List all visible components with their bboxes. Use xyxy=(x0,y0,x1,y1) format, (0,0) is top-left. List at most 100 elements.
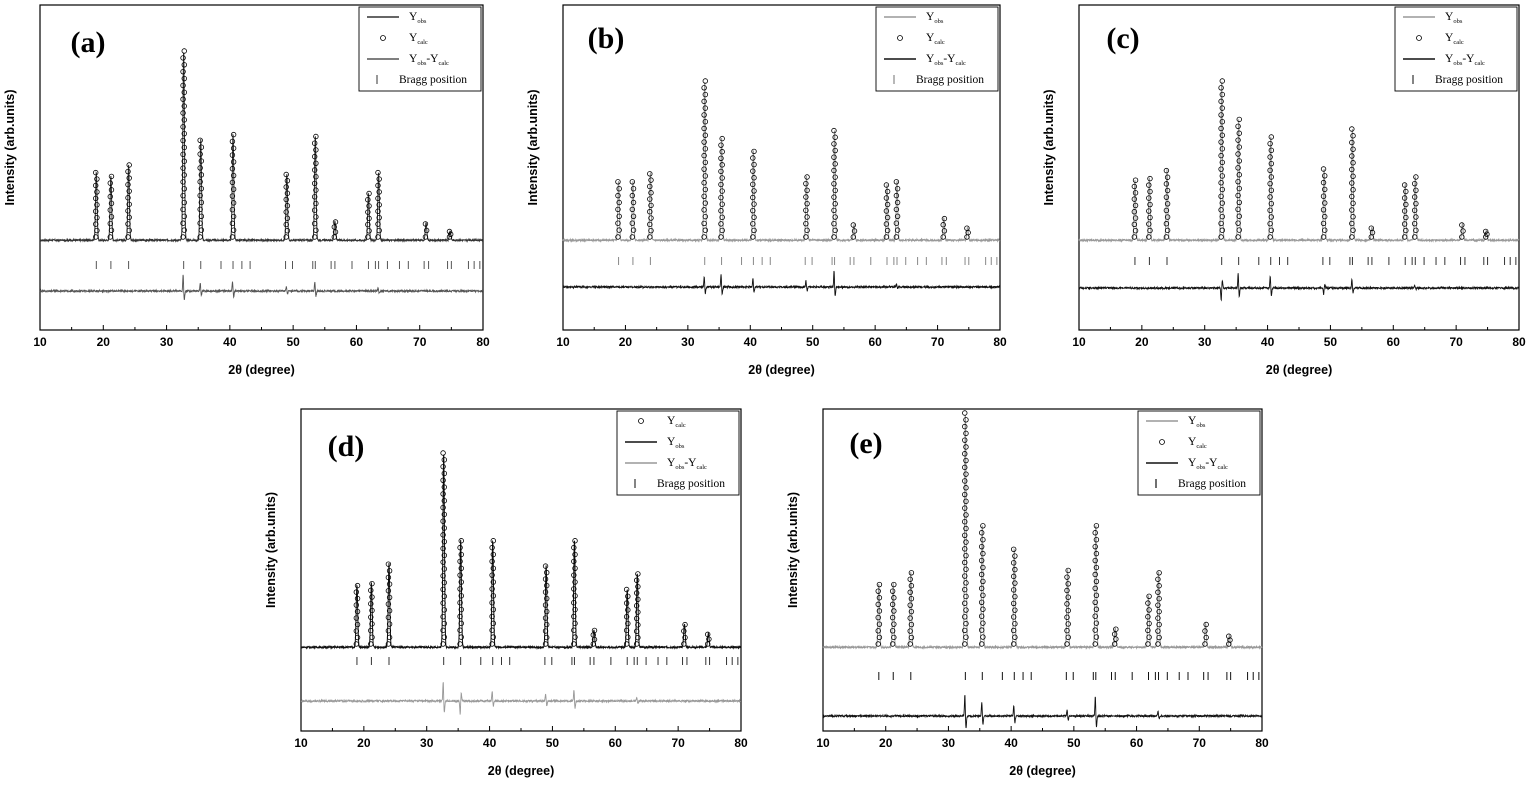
calculated-point xyxy=(648,177,654,183)
calculated-point xyxy=(313,160,319,166)
calculated-point xyxy=(1401,221,1408,227)
calculated-point xyxy=(385,641,392,647)
calculated-point xyxy=(542,628,549,634)
calculated-point xyxy=(385,601,392,607)
calculated-point xyxy=(884,227,891,234)
calculated-point xyxy=(893,220,900,226)
panel-label: (d) xyxy=(328,430,365,463)
calculated-point xyxy=(701,98,707,105)
calculated-point xyxy=(831,154,837,160)
legend-box xyxy=(1394,6,1518,92)
calculated-point xyxy=(963,566,969,572)
calculated-point xyxy=(616,185,622,192)
calculated-point xyxy=(283,234,289,240)
calculated-point xyxy=(1113,626,1119,632)
calculated-point xyxy=(1065,567,1071,574)
calculated-point xyxy=(702,213,709,220)
calculated-point xyxy=(963,512,969,518)
calculated-point xyxy=(1147,227,1153,234)
calculated-point xyxy=(284,215,291,221)
calculated-point xyxy=(750,234,756,240)
calculated-point xyxy=(571,613,577,620)
calculated-point xyxy=(197,220,203,226)
calculated-point xyxy=(1267,207,1273,214)
observed-pattern-line xyxy=(562,82,1001,243)
calculated-point xyxy=(702,227,709,233)
calculated-point xyxy=(964,225,970,231)
calculated-point xyxy=(1236,213,1242,219)
calculated-point xyxy=(751,201,757,207)
calculated-point xyxy=(963,498,969,505)
calculated-point xyxy=(719,188,725,194)
calculated-point xyxy=(311,167,318,173)
calculated-point xyxy=(1226,633,1232,639)
calculated-point xyxy=(940,222,946,228)
calculated-point xyxy=(963,580,969,586)
calculated-point xyxy=(702,78,709,84)
calculated-point xyxy=(1156,595,1162,602)
calculated-point xyxy=(440,504,446,511)
calculated-point xyxy=(1010,573,1017,580)
calculated-point xyxy=(831,234,837,240)
calculated-point xyxy=(1403,188,1409,195)
calculated-point xyxy=(1459,222,1465,228)
calculated-point xyxy=(750,181,756,188)
calculated-point xyxy=(718,221,724,227)
calculated-point xyxy=(962,464,968,471)
calculated-point xyxy=(375,169,381,176)
calculated-point xyxy=(457,572,463,578)
calculated-point xyxy=(1093,620,1100,626)
calculated-point xyxy=(1349,220,1355,227)
calculated-point xyxy=(1267,154,1273,160)
difference-curve xyxy=(1078,273,1520,302)
calculated-point xyxy=(1012,621,1018,627)
calculated-point xyxy=(313,227,319,233)
calculated-point xyxy=(457,558,463,565)
calculated-point xyxy=(894,199,901,206)
calculated-point xyxy=(311,153,318,160)
calculated-point xyxy=(832,161,838,167)
calculated-point xyxy=(962,491,968,498)
calculated-point xyxy=(635,622,641,628)
calculated-point xyxy=(1349,207,1355,213)
calculated-point xyxy=(1010,546,1017,552)
calculated-point xyxy=(313,200,319,207)
calculated-point xyxy=(1236,116,1242,123)
legend-label-calc: Ycalc xyxy=(1445,32,1464,46)
calculated-point xyxy=(1155,602,1161,608)
x-tick-label: 50 xyxy=(1324,335,1338,349)
legend-calc-swatch xyxy=(1159,439,1165,445)
legend-calc-swatch xyxy=(1416,35,1422,41)
x-tick-label: 30 xyxy=(1198,335,1212,349)
calculated-point xyxy=(197,234,203,240)
calculated-point xyxy=(180,68,186,75)
calculated-point xyxy=(180,124,186,130)
calculated-point xyxy=(962,451,968,457)
calculated-point xyxy=(386,594,393,601)
calculated-point xyxy=(630,227,637,233)
calculated-point xyxy=(489,599,495,606)
calculated-point xyxy=(1411,220,1418,227)
calculated-point xyxy=(630,185,637,192)
calculated-point xyxy=(803,207,809,214)
calculated-point xyxy=(1146,620,1152,627)
legend-box xyxy=(875,6,999,92)
calculated-point xyxy=(181,213,187,220)
calculated-point xyxy=(440,463,446,470)
calculated-point xyxy=(718,208,724,214)
calculated-point xyxy=(229,152,236,158)
calculated-point xyxy=(1156,621,1162,628)
calculated-point xyxy=(803,194,809,200)
calculated-point xyxy=(963,471,969,477)
calculated-point xyxy=(702,91,709,98)
x-tick-label: 60 xyxy=(1387,335,1401,349)
calculated-point xyxy=(633,603,640,609)
calculated-point xyxy=(615,234,621,240)
calculated-point xyxy=(1156,608,1162,615)
calculated-point xyxy=(980,578,986,585)
calculated-point xyxy=(457,641,463,647)
calculated-point xyxy=(615,179,621,185)
calculated-point xyxy=(978,571,985,578)
calculated-point xyxy=(1349,166,1355,173)
calculated-point xyxy=(1350,214,1356,220)
